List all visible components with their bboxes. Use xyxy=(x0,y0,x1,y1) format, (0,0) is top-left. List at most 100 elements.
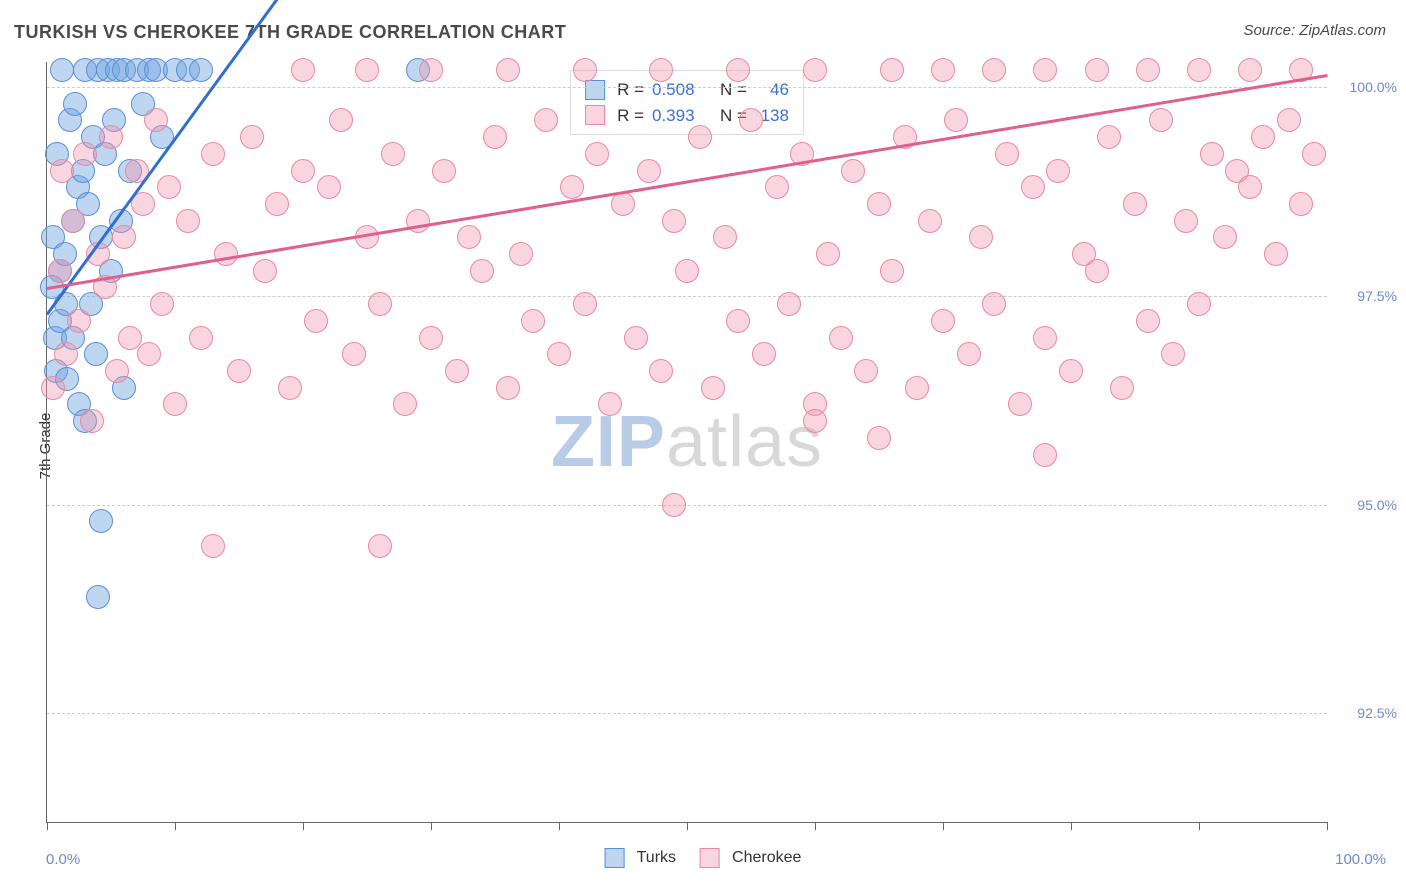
scatter-point xyxy=(342,342,366,366)
scatter-point xyxy=(73,142,97,166)
scatter-point xyxy=(201,142,225,166)
scatter-point xyxy=(50,58,74,82)
scatter-point xyxy=(1213,225,1237,249)
plot-area: ZIPatlas R = 0.508 N = 46R = 0.393 N = 1… xyxy=(46,62,1327,823)
scatter-point xyxy=(381,142,405,166)
scatter-point xyxy=(50,159,74,183)
scatter-point xyxy=(521,309,545,333)
scatter-point xyxy=(803,409,827,433)
scatter-point xyxy=(509,242,533,266)
scatter-point xyxy=(777,292,801,316)
legend-row: R = 0.508 N = 46 xyxy=(585,77,789,103)
scatter-point xyxy=(534,108,558,132)
scatter-point xyxy=(48,259,72,283)
scatter-point xyxy=(841,159,865,183)
legend-swatch xyxy=(605,848,625,868)
scatter-point xyxy=(662,209,686,233)
scatter-point xyxy=(483,125,507,149)
scatter-point xyxy=(86,585,110,609)
scatter-point xyxy=(598,392,622,416)
scatter-point xyxy=(144,108,168,132)
scatter-point xyxy=(291,58,315,82)
scatter-point xyxy=(726,309,750,333)
scatter-point xyxy=(89,509,113,533)
scatter-point xyxy=(1251,125,1275,149)
scatter-point xyxy=(701,376,725,400)
x-tick xyxy=(47,822,48,830)
scatter-point xyxy=(189,58,213,82)
scatter-point xyxy=(419,326,443,350)
scatter-point xyxy=(240,125,264,149)
scatter-point xyxy=(1187,58,1211,82)
scatter-point xyxy=(1110,376,1134,400)
scatter-point xyxy=(265,192,289,216)
scatter-point xyxy=(1264,242,1288,266)
scatter-point xyxy=(1008,392,1032,416)
scatter-point xyxy=(918,209,942,233)
scatter-point xyxy=(726,58,750,82)
scatter-point xyxy=(137,342,161,366)
scatter-point xyxy=(995,142,1019,166)
scatter-point xyxy=(1033,58,1057,82)
scatter-point xyxy=(905,376,929,400)
scatter-point xyxy=(368,534,392,558)
scatter-point xyxy=(1161,342,1185,366)
legend-n-value: 46 xyxy=(755,77,789,103)
legend-r-label: R = xyxy=(617,103,644,129)
x-tick xyxy=(943,822,944,830)
chart-title: TURKISH VS CHEROKEE 7TH GRADE CORRELATIO… xyxy=(14,22,566,43)
scatter-point xyxy=(803,58,827,82)
scatter-point xyxy=(624,326,648,350)
scatter-point xyxy=(675,259,699,283)
scatter-point xyxy=(944,108,968,132)
scatter-point xyxy=(1085,58,1109,82)
x-tick xyxy=(1327,822,1328,830)
scatter-point xyxy=(393,392,417,416)
scatter-point xyxy=(329,108,353,132)
scatter-point xyxy=(432,159,456,183)
scatter-point xyxy=(649,58,673,82)
scatter-point xyxy=(470,259,494,283)
scatter-point xyxy=(1238,58,1262,82)
y-tick-label: 95.0% xyxy=(1337,497,1397,513)
scatter-point xyxy=(112,225,136,249)
scatter-point xyxy=(752,342,776,366)
scatter-point xyxy=(957,342,981,366)
x-tick xyxy=(815,822,816,830)
x-tick xyxy=(1071,822,1072,830)
chart-container: TURKISH VS CHEROKEE 7TH GRADE CORRELATIO… xyxy=(0,0,1406,892)
scatter-point xyxy=(1059,359,1083,383)
watermark: ZIPatlas xyxy=(551,401,823,483)
scatter-point xyxy=(176,209,200,233)
x-tick xyxy=(175,822,176,830)
series-legend-item: Cherokee xyxy=(700,848,801,868)
scatter-point xyxy=(163,392,187,416)
scatter-point xyxy=(291,159,315,183)
gridline xyxy=(47,87,1327,88)
scatter-point xyxy=(67,309,91,333)
series-legend-item: Turks xyxy=(605,848,676,868)
scatter-point xyxy=(189,326,213,350)
scatter-point xyxy=(1302,142,1326,166)
scatter-point xyxy=(1238,175,1262,199)
x-axis-max-label: 100.0% xyxy=(1335,851,1386,868)
scatter-point xyxy=(982,292,1006,316)
scatter-point xyxy=(118,326,142,350)
scatter-point xyxy=(150,292,174,316)
series-name: Turks xyxy=(637,849,676,867)
x-tick xyxy=(559,822,560,830)
scatter-point xyxy=(854,359,878,383)
x-tick xyxy=(687,822,688,830)
scatter-point xyxy=(496,58,520,82)
scatter-point xyxy=(829,326,853,350)
y-tick-label: 92.5% xyxy=(1337,705,1397,721)
source-label: Source: ZipAtlas.com xyxy=(1243,22,1386,39)
scatter-point xyxy=(227,359,251,383)
scatter-point xyxy=(713,225,737,249)
legend-r-value: 0.393 xyxy=(652,103,695,129)
scatter-point xyxy=(355,58,379,82)
scatter-point xyxy=(419,58,443,82)
scatter-point xyxy=(867,192,891,216)
scatter-point xyxy=(573,58,597,82)
x-axis-min-label: 0.0% xyxy=(46,851,80,868)
